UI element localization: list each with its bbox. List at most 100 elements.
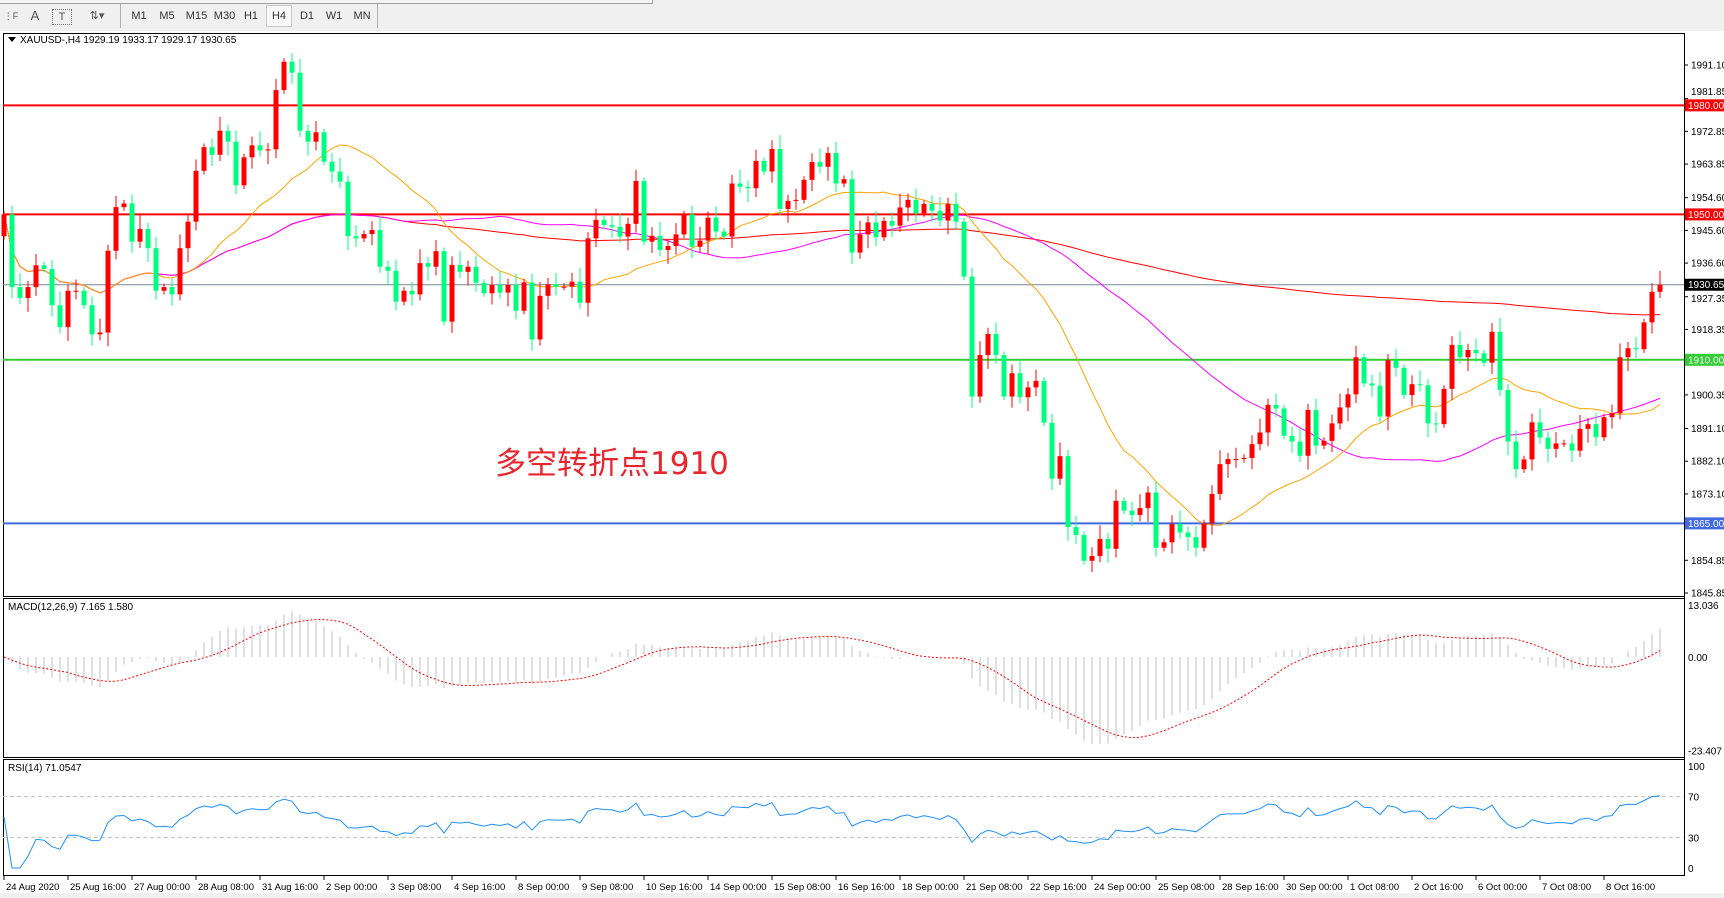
candle-body xyxy=(1321,440,1327,446)
price-tick-label: 1918.35 xyxy=(1691,325,1724,336)
candle xyxy=(1329,414,1335,453)
candle-body xyxy=(913,199,919,214)
arrows-icon[interactable]: ⇅▾ xyxy=(89,10,105,22)
candle xyxy=(1041,377,1047,427)
candle-body xyxy=(1289,435,1295,442)
chart-header: XAUUSD-,H4 1929.19 1933.17 1929.17 1930.… xyxy=(8,35,236,46)
candle-body xyxy=(1361,357,1367,384)
candle xyxy=(1257,418,1263,451)
candle xyxy=(161,283,167,295)
candle-body xyxy=(833,152,839,184)
level-price-tag xyxy=(1685,517,1724,530)
candle-body xyxy=(1537,422,1543,438)
candle xyxy=(849,170,855,264)
candle-body xyxy=(593,219,599,239)
candle xyxy=(1073,515,1079,544)
candle-body xyxy=(377,230,383,267)
candle xyxy=(241,153,247,189)
candle xyxy=(497,271,503,299)
candle xyxy=(385,260,391,285)
candle xyxy=(97,318,103,341)
candle-body xyxy=(65,290,71,328)
candle xyxy=(1601,413,1607,441)
candle xyxy=(865,216,871,249)
price-tick-label: 1900.35 xyxy=(1691,390,1724,401)
text-a-icon[interactable]: A xyxy=(30,8,40,23)
candle xyxy=(249,136,255,169)
candle xyxy=(1289,427,1295,453)
candle-body xyxy=(1017,373,1023,398)
moving-averages xyxy=(3,144,1661,526)
candle xyxy=(1201,519,1207,552)
candle xyxy=(1473,338,1479,362)
candle xyxy=(1537,408,1543,444)
candle-body xyxy=(225,130,231,142)
timeframe-m15[interactable]: M15 xyxy=(185,10,208,22)
candle xyxy=(1273,393,1279,418)
horizontal-levels[interactable] xyxy=(3,104,1684,525)
candle-body xyxy=(1585,424,1591,429)
candle-body xyxy=(241,157,247,186)
chart-canvas[interactable]: 1991.10 1981.85 1972.85 1963.85 1954.60 1945.… xyxy=(0,31,1724,898)
candle-body xyxy=(1065,456,1071,528)
candle-body xyxy=(1345,394,1351,408)
candle xyxy=(673,223,679,255)
timeframe-m5[interactable]: M5 xyxy=(159,10,175,22)
text-label-icon[interactable]: T xyxy=(52,9,72,25)
time-tick-label: 22 Sep 16:00 xyxy=(1030,882,1087,893)
candle xyxy=(1049,413,1055,490)
candle xyxy=(513,273,519,320)
candle-body xyxy=(729,183,735,237)
candle xyxy=(105,244,111,347)
status-strip xyxy=(0,893,1724,898)
candle xyxy=(49,260,55,317)
collapse-triangle-icon[interactable] xyxy=(8,37,16,42)
timeframe-h4[interactable]: H4 xyxy=(266,5,292,27)
timeframe-d1[interactable]: D1 xyxy=(299,10,315,22)
candle-body xyxy=(929,203,935,211)
candle xyxy=(129,194,135,253)
candle-body xyxy=(961,221,967,277)
candle-body xyxy=(33,265,39,288)
annotation-text[interactable]: 多空转折点1910 xyxy=(495,446,729,482)
timeframe-m30[interactable]: M30 xyxy=(213,10,236,22)
candle xyxy=(697,226,703,253)
grid-f-icon[interactable]: ⋮F xyxy=(3,11,19,21)
candle-body xyxy=(601,219,607,225)
time-tick-label: 2 Sep 00:00 xyxy=(326,882,377,893)
candle xyxy=(665,239,671,264)
timeframe-h1[interactable]: H1 xyxy=(243,10,259,22)
candle-body xyxy=(297,72,303,131)
candle-body xyxy=(257,145,263,151)
candle-body xyxy=(1137,508,1143,516)
candle xyxy=(969,267,975,408)
time-tick-label: 10 Sep 16:00 xyxy=(646,882,703,893)
candle xyxy=(545,278,551,310)
candle xyxy=(81,287,87,309)
candle-body xyxy=(177,248,183,295)
candle-body xyxy=(1,214,7,237)
candle xyxy=(1465,343,1471,372)
candle xyxy=(233,130,239,195)
candle xyxy=(633,169,639,233)
candle xyxy=(1385,353,1391,431)
candle-body xyxy=(49,268,55,306)
timeframe-mn[interactable]: MN xyxy=(353,10,371,22)
candle xyxy=(585,232,591,317)
candle-body xyxy=(785,200,791,209)
candle xyxy=(1057,442,1063,485)
candle xyxy=(929,195,935,223)
candle-body xyxy=(9,214,15,288)
candle xyxy=(1121,497,1127,515)
candle xyxy=(33,254,39,296)
timeframe-w1[interactable]: W1 xyxy=(325,10,343,22)
rsi-tick-label: 0 xyxy=(1688,864,1694,875)
candle xyxy=(617,212,623,243)
candle-body xyxy=(121,203,127,208)
candle-body xyxy=(129,203,135,242)
candle xyxy=(1009,364,1015,408)
time-tick-label: 28 Aug 08:00 xyxy=(198,882,254,893)
candle-body xyxy=(1209,493,1215,524)
timeframe-m1[interactable]: M1 xyxy=(131,10,147,22)
price-tick-label: 1845.85 xyxy=(1691,588,1724,599)
